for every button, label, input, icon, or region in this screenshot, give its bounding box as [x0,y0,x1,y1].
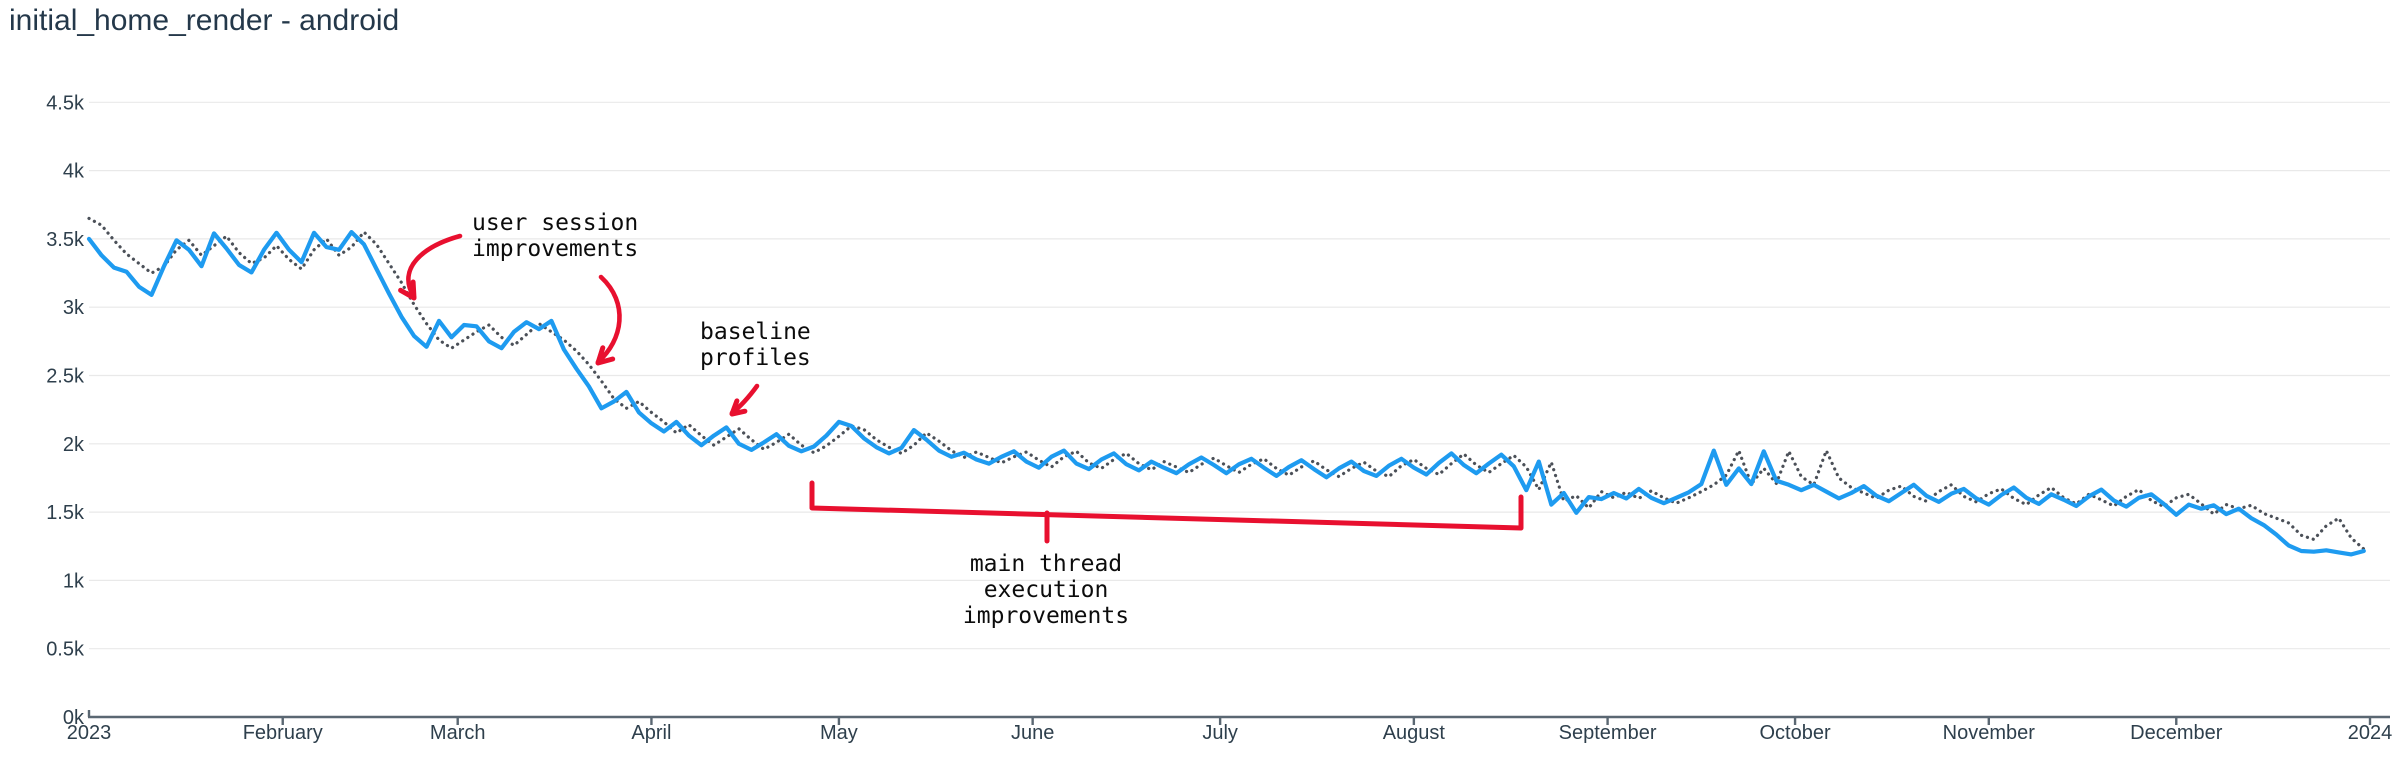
chart-title: initial_home_render - android [9,4,400,37]
annotation-arrow [406,233,463,300]
y-tick-label: 4.5k [46,92,85,114]
y-tick-label: 3k [63,297,85,319]
y-tick-label: 0.5k [46,639,85,661]
x-tick-label: October [1759,722,1830,744]
y-tick-label: 1k [63,570,85,592]
x-tick-label: September [1559,722,1657,744]
annotation-text-line: execution [984,577,1109,603]
x-tick-label: April [631,722,671,744]
x-tick-label: March [430,722,486,744]
annotation-text-line: improvements [963,603,1129,629]
annotation-text-line: user session [472,210,638,236]
annotation-text-line: improvements [472,236,638,262]
x-tick-label: December [2130,722,2223,744]
y-tick-label: 3.5k [46,229,85,251]
y-tick-label: 2k [63,434,85,456]
annotation-text-line: baseline [700,319,811,345]
x-tick-label: June [1011,722,1054,744]
annotation-text-line: main thread [970,551,1122,577]
x-tick-label: 2023 [67,722,112,744]
x-tick-label: May [820,722,858,744]
x-tick-label: July [1202,722,1238,744]
y-tick-label: 1.5k [46,502,85,524]
annotation-arrow [595,274,622,365]
annotation-arrowhead-icon [595,345,616,366]
x-tick-label: November [1943,722,2036,744]
x-tick-label: August [1383,722,1446,744]
y-tick-label: 2.5k [46,366,85,388]
x-tick-label: 2024 [2348,722,2393,744]
x-tick-label: February [243,722,323,744]
annotation-arrowhead-icon [398,279,417,301]
series-line-solid [86,230,2366,557]
annotation-arrowhead-icon [729,398,748,417]
y-tick-label: 0k [63,707,85,729]
annotation-text-line: profiles [700,345,811,371]
annotation-bracket [809,480,1524,531]
series-line-dotted [87,216,2366,551]
y-tick-label: 4k [63,161,85,183]
